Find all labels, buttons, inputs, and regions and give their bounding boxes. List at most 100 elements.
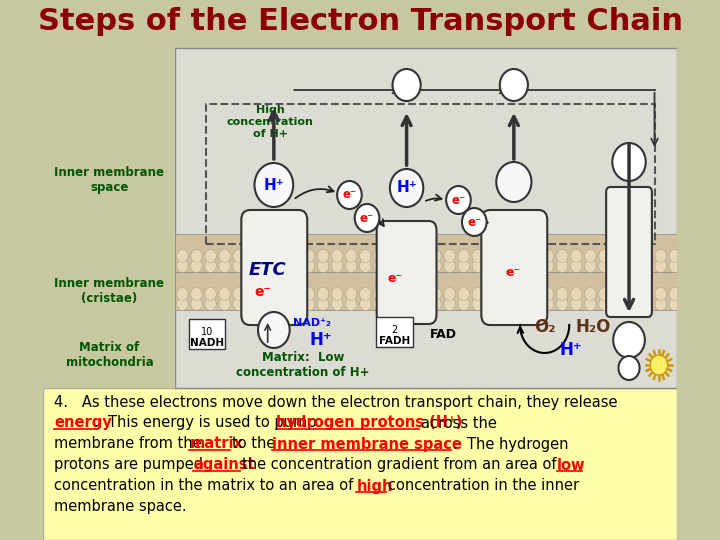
Circle shape (416, 298, 427, 310)
Circle shape (219, 287, 230, 300)
Circle shape (641, 298, 652, 310)
FancyBboxPatch shape (176, 48, 677, 388)
Circle shape (275, 260, 287, 273)
Circle shape (390, 169, 423, 207)
Circle shape (542, 260, 554, 273)
Circle shape (472, 260, 484, 273)
Text: .  The hydrogen: . The hydrogen (453, 436, 569, 451)
Circle shape (458, 287, 469, 300)
Circle shape (641, 249, 652, 262)
Circle shape (258, 312, 289, 348)
Circle shape (303, 249, 315, 262)
Circle shape (392, 69, 420, 101)
Circle shape (500, 298, 512, 310)
Circle shape (233, 287, 244, 300)
Circle shape (599, 287, 610, 300)
Text: FADH: FADH (379, 336, 410, 346)
Circle shape (254, 163, 293, 207)
Circle shape (191, 249, 202, 262)
Circle shape (289, 260, 301, 273)
Circle shape (669, 249, 680, 262)
Circle shape (655, 249, 667, 262)
Circle shape (346, 249, 357, 262)
Circle shape (528, 260, 540, 273)
Circle shape (486, 287, 498, 300)
Circle shape (346, 298, 357, 310)
Circle shape (655, 287, 667, 300)
Text: Inner membrane
space: Inner membrane space (55, 166, 164, 194)
Circle shape (318, 249, 329, 262)
Text: H⁺: H⁺ (559, 341, 582, 359)
Circle shape (613, 298, 624, 310)
Circle shape (500, 249, 512, 262)
Circle shape (514, 249, 526, 262)
Circle shape (618, 356, 639, 380)
Circle shape (176, 249, 188, 262)
Circle shape (430, 298, 441, 310)
Circle shape (585, 249, 596, 262)
Circle shape (669, 298, 680, 310)
Text: membrane from the: membrane from the (54, 436, 207, 451)
Circle shape (204, 287, 216, 300)
Circle shape (346, 260, 357, 273)
Circle shape (387, 260, 399, 273)
Text: protons are pumped: protons are pumped (54, 457, 203, 472)
Circle shape (585, 298, 596, 310)
Circle shape (303, 260, 315, 273)
Text: high: high (356, 478, 393, 494)
Text: 2: 2 (391, 325, 397, 335)
Circle shape (176, 298, 188, 310)
Circle shape (599, 298, 610, 310)
Text: the concentration gradient from an area of: the concentration gradient from an area … (242, 457, 557, 472)
Circle shape (331, 249, 343, 262)
Text: Matrix:  Low
concentration of H+: Matrix: Low concentration of H+ (236, 351, 369, 379)
Circle shape (486, 298, 498, 310)
Circle shape (430, 260, 441, 273)
Circle shape (303, 298, 315, 310)
Circle shape (303, 287, 315, 300)
Circle shape (374, 298, 385, 310)
Circle shape (331, 260, 343, 273)
Circle shape (247, 260, 258, 273)
Circle shape (557, 298, 568, 310)
Circle shape (557, 249, 568, 262)
Circle shape (650, 355, 667, 375)
Circle shape (219, 249, 230, 262)
Circle shape (275, 287, 287, 300)
Circle shape (233, 298, 244, 310)
Text: O₂: O₂ (534, 318, 555, 336)
Circle shape (289, 249, 301, 262)
FancyBboxPatch shape (377, 221, 436, 324)
Circle shape (374, 249, 385, 262)
Circle shape (612, 143, 646, 181)
Circle shape (387, 287, 399, 300)
Text: to the: to the (232, 436, 275, 451)
Circle shape (514, 287, 526, 300)
Circle shape (359, 260, 371, 273)
Circle shape (585, 260, 596, 273)
Text: e⁻: e⁻ (360, 212, 374, 225)
Circle shape (191, 298, 202, 310)
Circle shape (500, 69, 528, 101)
Circle shape (496, 162, 531, 202)
Circle shape (458, 249, 469, 262)
Circle shape (430, 287, 441, 300)
Circle shape (402, 249, 413, 262)
Text: e⁻: e⁻ (451, 193, 466, 206)
Circle shape (472, 298, 484, 310)
Circle shape (557, 260, 568, 273)
Circle shape (500, 287, 512, 300)
Text: High
concentration
of H+: High concentration of H+ (227, 105, 314, 139)
Circle shape (337, 181, 361, 209)
FancyBboxPatch shape (241, 210, 307, 325)
Text: hydrogen protons (H⁺): hydrogen protons (H⁺) (276, 415, 463, 430)
Circle shape (331, 287, 343, 300)
Text: e⁻: e⁻ (254, 285, 271, 299)
Circle shape (416, 249, 427, 262)
Circle shape (542, 287, 554, 300)
Circle shape (486, 260, 498, 273)
Circle shape (570, 287, 582, 300)
Text: 4.   As these electrons move down the electron transport chain, they release: 4. As these electrons move down the elec… (54, 395, 618, 409)
Circle shape (416, 287, 427, 300)
Text: concentration in the inner: concentration in the inner (388, 478, 580, 494)
